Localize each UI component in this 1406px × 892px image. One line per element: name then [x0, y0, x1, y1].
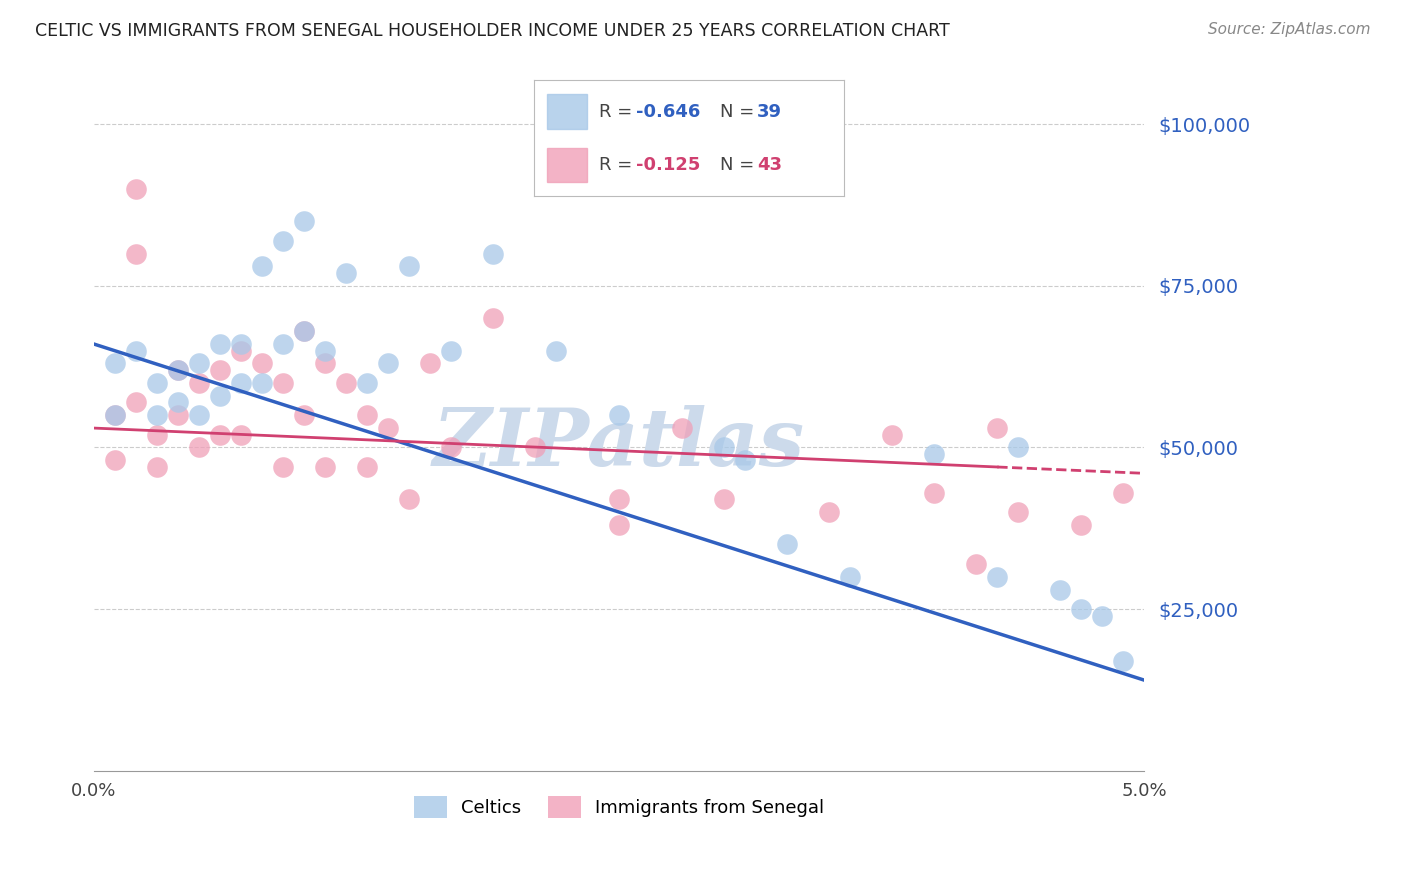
- Point: [335, 376, 357, 390]
- Point: [1091, 608, 1114, 623]
- Point: [882, 427, 904, 442]
- Point: [440, 441, 463, 455]
- Point: [125, 246, 148, 260]
- Point: [440, 343, 463, 358]
- Point: [208, 363, 231, 377]
- Point: [356, 459, 378, 474]
- Point: [167, 408, 190, 422]
- Point: [125, 182, 148, 196]
- Point: [986, 421, 1008, 435]
- Point: [188, 441, 211, 455]
- Point: [188, 356, 211, 370]
- Point: [125, 395, 148, 409]
- Point: [104, 408, 127, 422]
- Point: [292, 324, 315, 338]
- Point: [104, 356, 127, 370]
- Point: [607, 492, 630, 507]
- Text: Source: ZipAtlas.com: Source: ZipAtlas.com: [1208, 22, 1371, 37]
- Text: -0.125: -0.125: [637, 156, 700, 174]
- Point: [924, 447, 946, 461]
- Point: [546, 343, 568, 358]
- Legend: Celtics, Immigrants from Senegal: Celtics, Immigrants from Senegal: [406, 789, 831, 826]
- Text: CELTIC VS IMMIGRANTS FROM SENEGAL HOUSEHOLDER INCOME UNDER 25 YEARS CORRELATION : CELTIC VS IMMIGRANTS FROM SENEGAL HOUSEH…: [35, 22, 950, 40]
- Point: [271, 337, 294, 351]
- Text: 39: 39: [756, 103, 782, 120]
- Point: [671, 421, 693, 435]
- Point: [356, 408, 378, 422]
- Point: [398, 260, 420, 274]
- Point: [1007, 505, 1029, 519]
- Bar: [547, 95, 586, 129]
- Point: [292, 408, 315, 422]
- Point: [377, 356, 399, 370]
- Point: [208, 427, 231, 442]
- Point: [188, 376, 211, 390]
- Point: [524, 441, 547, 455]
- Point: [607, 408, 630, 422]
- Point: [208, 337, 231, 351]
- Bar: [547, 147, 586, 182]
- Text: 43: 43: [756, 156, 782, 174]
- Point: [965, 557, 987, 571]
- Point: [104, 453, 127, 467]
- Point: [250, 260, 273, 274]
- Point: [125, 343, 148, 358]
- Text: N =: N =: [720, 103, 759, 120]
- Point: [419, 356, 441, 370]
- Point: [146, 459, 169, 474]
- Point: [271, 459, 294, 474]
- Point: [146, 427, 169, 442]
- Point: [607, 518, 630, 533]
- Point: [377, 421, 399, 435]
- Point: [482, 311, 505, 326]
- Point: [335, 266, 357, 280]
- Text: R =: R =: [599, 156, 638, 174]
- Point: [1070, 518, 1092, 533]
- Point: [986, 570, 1008, 584]
- Point: [356, 376, 378, 390]
- Point: [314, 459, 336, 474]
- Point: [292, 214, 315, 228]
- Point: [713, 492, 735, 507]
- Point: [167, 363, 190, 377]
- Point: [839, 570, 862, 584]
- Point: [167, 363, 190, 377]
- Text: -0.646: -0.646: [637, 103, 700, 120]
- Text: R =: R =: [599, 103, 638, 120]
- Point: [818, 505, 841, 519]
- Point: [314, 343, 336, 358]
- Point: [398, 492, 420, 507]
- Point: [1049, 582, 1071, 597]
- Point: [250, 356, 273, 370]
- Point: [1070, 602, 1092, 616]
- Point: [1007, 441, 1029, 455]
- Point: [146, 376, 169, 390]
- Point: [713, 441, 735, 455]
- Point: [146, 408, 169, 422]
- Text: N =: N =: [720, 156, 759, 174]
- Point: [271, 376, 294, 390]
- Point: [229, 427, 252, 442]
- Point: [292, 324, 315, 338]
- Point: [229, 343, 252, 358]
- Point: [271, 234, 294, 248]
- Point: [1112, 654, 1135, 668]
- Point: [314, 356, 336, 370]
- Point: [104, 408, 127, 422]
- Point: [924, 485, 946, 500]
- Point: [482, 246, 505, 260]
- Point: [188, 408, 211, 422]
- Point: [208, 389, 231, 403]
- Point: [734, 453, 756, 467]
- Point: [1112, 485, 1135, 500]
- Text: ZIPatlas: ZIPatlas: [433, 405, 806, 483]
- Point: [250, 376, 273, 390]
- Point: [167, 395, 190, 409]
- Point: [229, 337, 252, 351]
- Point: [229, 376, 252, 390]
- Point: [776, 537, 799, 551]
